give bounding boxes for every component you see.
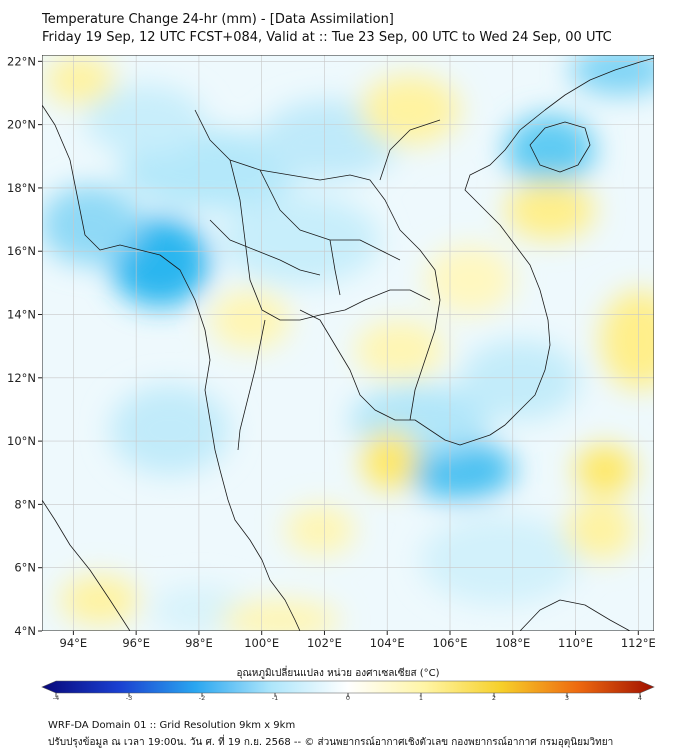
colorbar: -4 -3 -2 -1 0 1 2 3 4 — [41, 680, 655, 700]
temperature-field — [42, 55, 654, 631]
lon-label: 110°E — [558, 636, 593, 650]
colorbar-tick-label: -1 — [272, 694, 278, 700]
axis-labels: 22°N 20°N 18°N 16°N 14°N 12°N 10°N 8°N 6°N 4°N 94°… — [7, 54, 656, 650]
lon-label: 96°E — [122, 636, 150, 650]
footer-model-info: WRF-DA Domain 01 :: Grid Resolution 9km … — [48, 720, 296, 731]
lon-label: 98°E — [185, 636, 213, 650]
lat-label: 22°N — [7, 54, 36, 68]
lon-label: 108°E — [495, 636, 530, 650]
graticule — [42, 55, 654, 631]
colorbar-tick-label: 4 — [638, 694, 642, 700]
footer-update-info: ปรับปรุงข้อมูล ณ เวลา 19:00น. วัน ศ. ที่… — [48, 737, 614, 748]
colorbar-tick-label: 3 — [565, 694, 569, 700]
lat-label: 6°N — [14, 561, 36, 575]
lon-label: 104°E — [370, 636, 405, 650]
colorbar-tick-label: -2 — [199, 694, 205, 700]
lat-label: 10°N — [7, 434, 36, 448]
lon-label: 100°E — [244, 636, 279, 650]
lon-label: 102°E — [307, 636, 342, 650]
colorbar-tick-label: 0 — [346, 694, 350, 700]
lat-label: 20°N — [7, 118, 36, 132]
lat-label: 18°N — [7, 181, 36, 195]
colorbar-tick-label: -3 — [126, 694, 132, 700]
lat-label: 12°N — [7, 371, 36, 385]
lat-label: 14°N — [7, 308, 36, 322]
colorbar-tick-label: -4 — [53, 694, 59, 700]
colorbar-title: อุณหภูมิเปลี่ยนแปลง หน่วย องศาเซลเซียส (… — [236, 668, 440, 679]
colorbar-tick-label: 2 — [492, 694, 496, 700]
colorbar-tick-label: 1 — [419, 694, 423, 700]
colorbar-gradient — [41, 680, 655, 694]
map-title: Temperature Change 24-hr (mm) - [Data As… — [42, 12, 394, 27]
lon-label: 106°E — [433, 636, 468, 650]
lon-label: 112°E — [621, 636, 656, 650]
lon-label: 94°E — [60, 636, 88, 650]
lat-label: 8°N — [14, 497, 36, 511]
coastlines-and-borders — [42, 57, 654, 631]
map-canvas: 22°N 20°N 18°N 16°N 14°N 12°N 10°N 8°N 6°N 4°N 94°… — [7, 54, 656, 700]
lat-label: 4°N — [14, 624, 36, 638]
map-subtitle-valid-time: Friday 19 Sep, 12 UTC FCST+084, Valid at… — [42, 30, 612, 45]
lat-label: 16°N — [7, 244, 36, 258]
